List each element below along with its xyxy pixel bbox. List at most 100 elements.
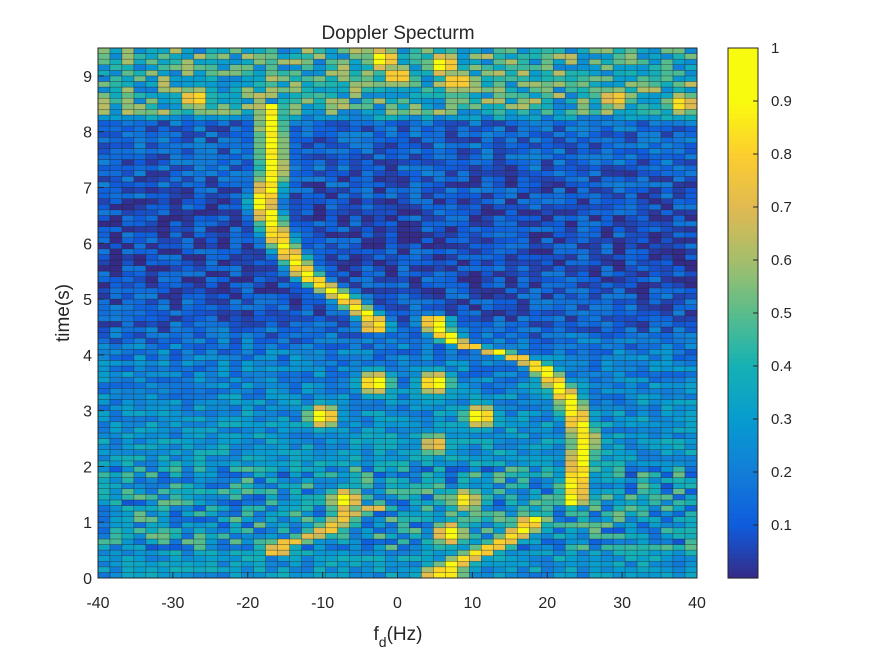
heatmap-cell (624, 326, 638, 333)
heatmap-cell (229, 544, 243, 551)
heatmap-cell (529, 259, 542, 266)
heatmap-cell (588, 561, 602, 568)
heatmap-cell (169, 92, 183, 99)
heatmap-cell (277, 455, 290, 462)
heatmap-cell (337, 70, 350, 77)
heatmap-cell (624, 148, 638, 155)
heatmap-cell (517, 243, 530, 250)
heatmap-cell (301, 376, 314, 383)
heatmap-cell (337, 137, 350, 144)
heatmap-cell (421, 477, 434, 484)
heatmap-cell (193, 388, 207, 395)
heatmap-cell (265, 137, 278, 144)
heatmap-cell (529, 304, 542, 311)
heatmap-cell (181, 248, 195, 255)
heatmap-cell (229, 97, 243, 105)
heatmap-cell (145, 443, 159, 450)
heatmap-cell (409, 109, 422, 116)
heatmap-cell (241, 466, 254, 473)
heatmap-cell (445, 527, 458, 534)
heatmap-cell (600, 471, 614, 478)
heatmap-cell (361, 58, 374, 65)
heatmap-cell (481, 181, 494, 188)
heatmap-cell (672, 455, 686, 462)
heatmap-cell (600, 376, 614, 383)
heatmap-cell (265, 360, 278, 367)
heatmap-cell (588, 455, 602, 462)
heatmap-cell (421, 226, 434, 233)
heatmap-cell (337, 404, 350, 411)
heatmap-cell (133, 376, 147, 383)
heatmap-cell (313, 75, 326, 82)
heatmap-cell (624, 142, 638, 149)
heatmap-cell (624, 404, 638, 411)
heatmap-cell (373, 248, 386, 255)
heatmap-cell (121, 109, 135, 116)
heatmap-cell (409, 410, 422, 417)
heatmap-cell (469, 75, 482, 82)
heatmap-cell (337, 187, 350, 194)
heatmap-cell (409, 47, 422, 54)
heatmap-cell (157, 153, 171, 160)
heatmap-cell (648, 415, 662, 423)
heatmap-cell (145, 499, 159, 506)
heatmap-cell (277, 270, 290, 277)
heatmap-cell (409, 321, 422, 328)
heatmap-cell (169, 148, 183, 155)
heatmap-cell (493, 538, 506, 545)
heatmap-cell (469, 410, 482, 417)
heatmap-cell (457, 460, 470, 467)
heatmap-cell (361, 276, 374, 283)
heatmap-cell (181, 282, 195, 289)
heatmap-cell (564, 566, 578, 573)
heatmap-cell (325, 237, 338, 244)
heatmap-cell (385, 393, 398, 400)
heatmap-cell (505, 120, 518, 127)
heatmap-cell (457, 103, 470, 110)
heatmap-cell (133, 488, 147, 495)
heatmap-cell (529, 399, 542, 406)
heatmap-cell (409, 81, 422, 88)
heatmap-cell (301, 181, 314, 188)
heatmap-cell (552, 270, 566, 277)
heatmap-cell (529, 499, 542, 506)
heatmap-cell (337, 349, 350, 356)
heatmap-cell (133, 533, 147, 540)
heatmap-cell (517, 254, 530, 261)
heatmap-cell (672, 349, 686, 356)
heatmap-cell (301, 159, 314, 166)
heatmap-cell (265, 109, 278, 116)
heatmap-cell (361, 521, 374, 529)
heatmap-cell (169, 109, 183, 116)
heatmap-cell (648, 282, 662, 289)
heatmap-cell (505, 243, 518, 250)
heatmap-cell (193, 521, 207, 529)
heatmap-cell (349, 393, 362, 400)
heatmap-cell (469, 287, 482, 294)
heatmap-cell (576, 142, 590, 149)
heatmap-cell (133, 231, 147, 238)
heatmap-cell (672, 494, 686, 501)
heatmap-cell (181, 388, 195, 395)
heatmap-cell (229, 566, 243, 573)
heatmap-cell (253, 315, 266, 322)
heatmap-cell (121, 70, 135, 77)
heatmap-cell (397, 187, 410, 194)
heatmap-cell (505, 254, 518, 261)
heatmap-cell (445, 549, 458, 556)
heatmap-cell (445, 270, 458, 277)
heatmap-cell (576, 153, 590, 160)
heatmap-cell (612, 471, 626, 478)
heatmap-cell (361, 53, 374, 60)
heatmap-cell (588, 533, 602, 540)
heatmap-cell (349, 488, 362, 495)
heatmap-cell (361, 427, 374, 434)
heatmap-cell (157, 466, 171, 473)
heatmap-cell (660, 92, 674, 99)
heatmap-cell (313, 388, 326, 395)
heatmap-cell (133, 176, 147, 183)
heatmap-cell (660, 332, 674, 339)
heatmap-cell (576, 538, 590, 545)
heatmap-cell (624, 181, 638, 188)
heatmap-cell (541, 382, 554, 389)
